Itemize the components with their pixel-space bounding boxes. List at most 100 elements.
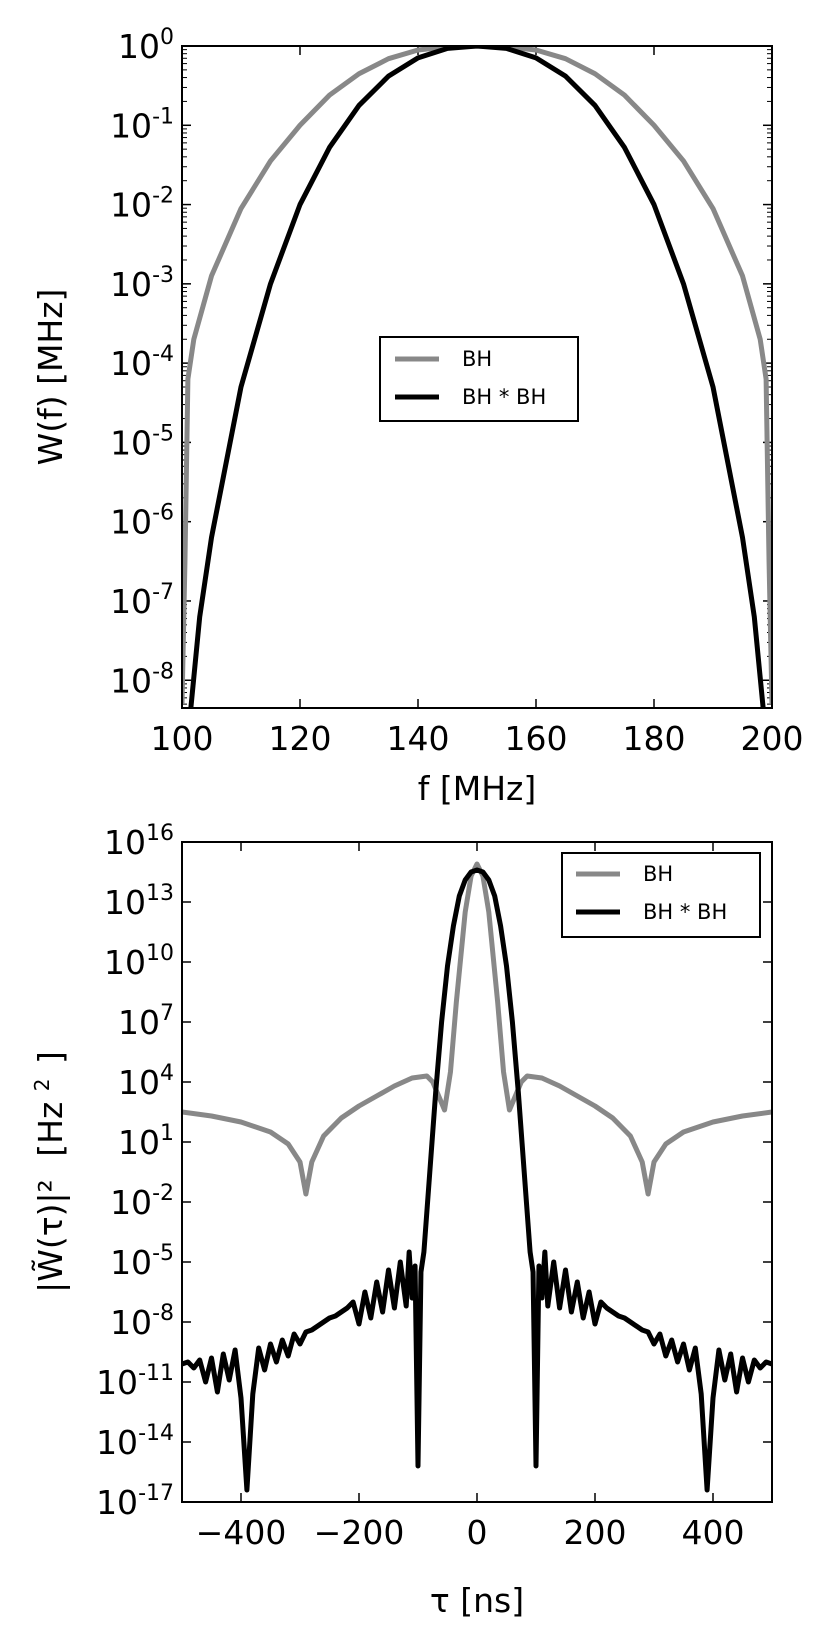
top-y-tick-label: 10-5 bbox=[110, 421, 174, 462]
bot-y-tick-label: 10-11 bbox=[96, 1361, 174, 1402]
bottom-legend-label-bh: BH bbox=[643, 862, 673, 886]
bot-y-tick-label: 10-17 bbox=[96, 1481, 174, 1522]
bot-y-tick-exp: 10 bbox=[146, 941, 174, 966]
top-y-tick-label: 10-2 bbox=[110, 184, 174, 225]
bot-y-tick-base: 10 bbox=[118, 1003, 160, 1042]
bot-x-tick-label: 200 bbox=[564, 1513, 627, 1552]
bot-y-tick-exp: -5 bbox=[152, 1241, 174, 1266]
bot-y-tick-exp: 16 bbox=[146, 821, 174, 846]
top-x-tick-label: 140 bbox=[387, 719, 450, 758]
top-y-tick-base: 10 bbox=[110, 503, 152, 542]
top-y-tick-exp: -4 bbox=[152, 342, 174, 367]
bot-y-tick-base: 10 bbox=[104, 883, 146, 922]
top-x-axis-label: f [MHz] bbox=[418, 769, 536, 808]
bot-x-tick-label: −200 bbox=[314, 1513, 405, 1552]
bot-y-tick-base: 10 bbox=[104, 823, 146, 862]
top-x-tick-labels: 100 120 140 160 180 200 bbox=[151, 719, 804, 758]
bot-y-tick-base: 10 bbox=[96, 1423, 138, 1462]
bot-y-tick-exp: 1 bbox=[160, 1121, 174, 1146]
top-y-tick-base: 10 bbox=[110, 265, 152, 304]
top-legend-box bbox=[379, 336, 579, 422]
bot-y-tick-label: 10-5 bbox=[110, 1241, 174, 1282]
top-legend-label-bh: BH bbox=[462, 347, 492, 371]
bot-x-tick-label: −400 bbox=[196, 1513, 287, 1552]
top-x-tick-label: 200 bbox=[741, 719, 804, 758]
bot-y-tick-exp: -14 bbox=[138, 1421, 174, 1446]
top-series-lines bbox=[182, 46, 772, 708]
top-y-tick-exp: -6 bbox=[152, 501, 174, 526]
top-y-tick-base: 10 bbox=[110, 344, 152, 383]
top-series-line-bh-conv-bh bbox=[188, 46, 766, 708]
bot-y-tick-exp: 7 bbox=[160, 1001, 174, 1026]
bot-y-tick-label: 1010 bbox=[104, 941, 174, 982]
bot-y-tick-exp: -11 bbox=[138, 1361, 174, 1386]
top-x-tick-label: 180 bbox=[623, 719, 686, 758]
bot-y-tick-label: 10-2 bbox=[110, 1181, 174, 1222]
top-y-tick-label: 10-8 bbox=[110, 659, 174, 700]
top-y-tick-base: 10 bbox=[110, 423, 152, 462]
bot-y-tick-label: 101 bbox=[118, 1121, 174, 1162]
top-y-tick-label: 100 bbox=[118, 25, 174, 66]
bot-y-tick-base: 10 bbox=[118, 1123, 160, 1162]
bottom-series-lines bbox=[182, 861, 772, 1493]
top-y-tick-exp: -3 bbox=[152, 263, 174, 288]
top-x-tick-label: 160 bbox=[505, 719, 568, 758]
top-x-tick-label: 100 bbox=[151, 719, 214, 758]
bot-y-tick-label: 10-8 bbox=[110, 1301, 174, 1342]
top-y-tick-label: 10-4 bbox=[110, 342, 174, 383]
bot-y-tick-exp: 4 bbox=[160, 1061, 174, 1086]
top-y-tick-base: 10 bbox=[110, 582, 152, 621]
top-x-tick-label: 120 bbox=[269, 719, 332, 758]
bot-x-tick-label: 0 bbox=[467, 1513, 488, 1552]
bot-y-tick-label: 104 bbox=[118, 1061, 174, 1102]
top-y-tick-base: 10 bbox=[110, 661, 152, 700]
bottom-y-tick-labels: 10161013101010710410110-210-510-810-1110… bbox=[96, 821, 174, 1522]
bot-y-tick-base: 10 bbox=[104, 943, 146, 982]
bot-y-tick-exp: -8 bbox=[152, 1301, 174, 1326]
bottom-legend: BH BH * BH bbox=[561, 852, 761, 938]
bot-series-line-bh-conv-bh bbox=[182, 867, 772, 1493]
bottom-plot-frame bbox=[181, 841, 773, 1503]
top-legend: BH BH * BH bbox=[379, 336, 579, 422]
bottom-y-label-unit: [Hz bbox=[31, 1102, 70, 1157]
bot-y-tick-base: 10 bbox=[110, 1303, 152, 1342]
bottom-legend-label-bhbh: BH * BH bbox=[643, 900, 727, 924]
bot-y-tick-label: 1013 bbox=[104, 881, 174, 922]
bottom-plot: 10161013101010710410110-210-510-810-1110… bbox=[30, 821, 773, 1620]
top-y-tick-exp: 0 bbox=[160, 25, 174, 50]
top-legend-label-bhbh: BH * BH bbox=[462, 385, 546, 409]
top-y-tick-exp: -5 bbox=[152, 421, 174, 446]
top-y-tick-exp: -8 bbox=[152, 659, 174, 684]
bottom-ticks bbox=[182, 841, 772, 1503]
bot-series-line-bh bbox=[182, 861, 772, 1197]
top-y-tick-base: 10 bbox=[110, 186, 152, 225]
top-y-tick-label: 10-6 bbox=[110, 501, 174, 542]
bot-y-tick-base: 10 bbox=[96, 1483, 138, 1522]
top-y-tick-exp: -2 bbox=[152, 184, 174, 209]
bottom-x-tick-labels: −400 −200 0 200 400 bbox=[196, 1513, 745, 1552]
bot-y-tick-exp: 13 bbox=[146, 881, 174, 906]
top-y-tick-base: 10 bbox=[110, 106, 152, 145]
top-y-tick-base: 10 bbox=[118, 27, 160, 66]
bot-y-tick-base: 10 bbox=[110, 1183, 152, 1222]
top-y-tick-label: 10-1 bbox=[110, 104, 174, 145]
bot-y-tick-exp: -2 bbox=[152, 1181, 174, 1206]
top-series-line-bh bbox=[182, 46, 772, 705]
bot-y-tick-base: 10 bbox=[118, 1063, 160, 1102]
top-plot-frame bbox=[181, 45, 773, 709]
bot-y-tick-base: 10 bbox=[96, 1363, 138, 1402]
top-y-tick-exp: -1 bbox=[152, 104, 174, 129]
bot-y-tick-label: 10-14 bbox=[96, 1421, 174, 1462]
bot-y-tick-exp: -17 bbox=[138, 1481, 174, 1506]
top-y-tick-label: 10-7 bbox=[110, 580, 174, 621]
bot-y-tick-base: 10 bbox=[110, 1243, 152, 1282]
bottom-x-axis-label: τ [ns] bbox=[430, 1581, 524, 1620]
top-y-tick-label: 10-3 bbox=[110, 263, 174, 304]
bottom-y-label-expr: |W̃(τ)|² bbox=[31, 1179, 70, 1293]
top-y-axis-label: W(f) [MHz] bbox=[31, 289, 70, 466]
top-y-tick-exp: -7 bbox=[152, 580, 174, 605]
bottom-y-label-unit-exp: 2 bbox=[30, 1078, 54, 1091]
